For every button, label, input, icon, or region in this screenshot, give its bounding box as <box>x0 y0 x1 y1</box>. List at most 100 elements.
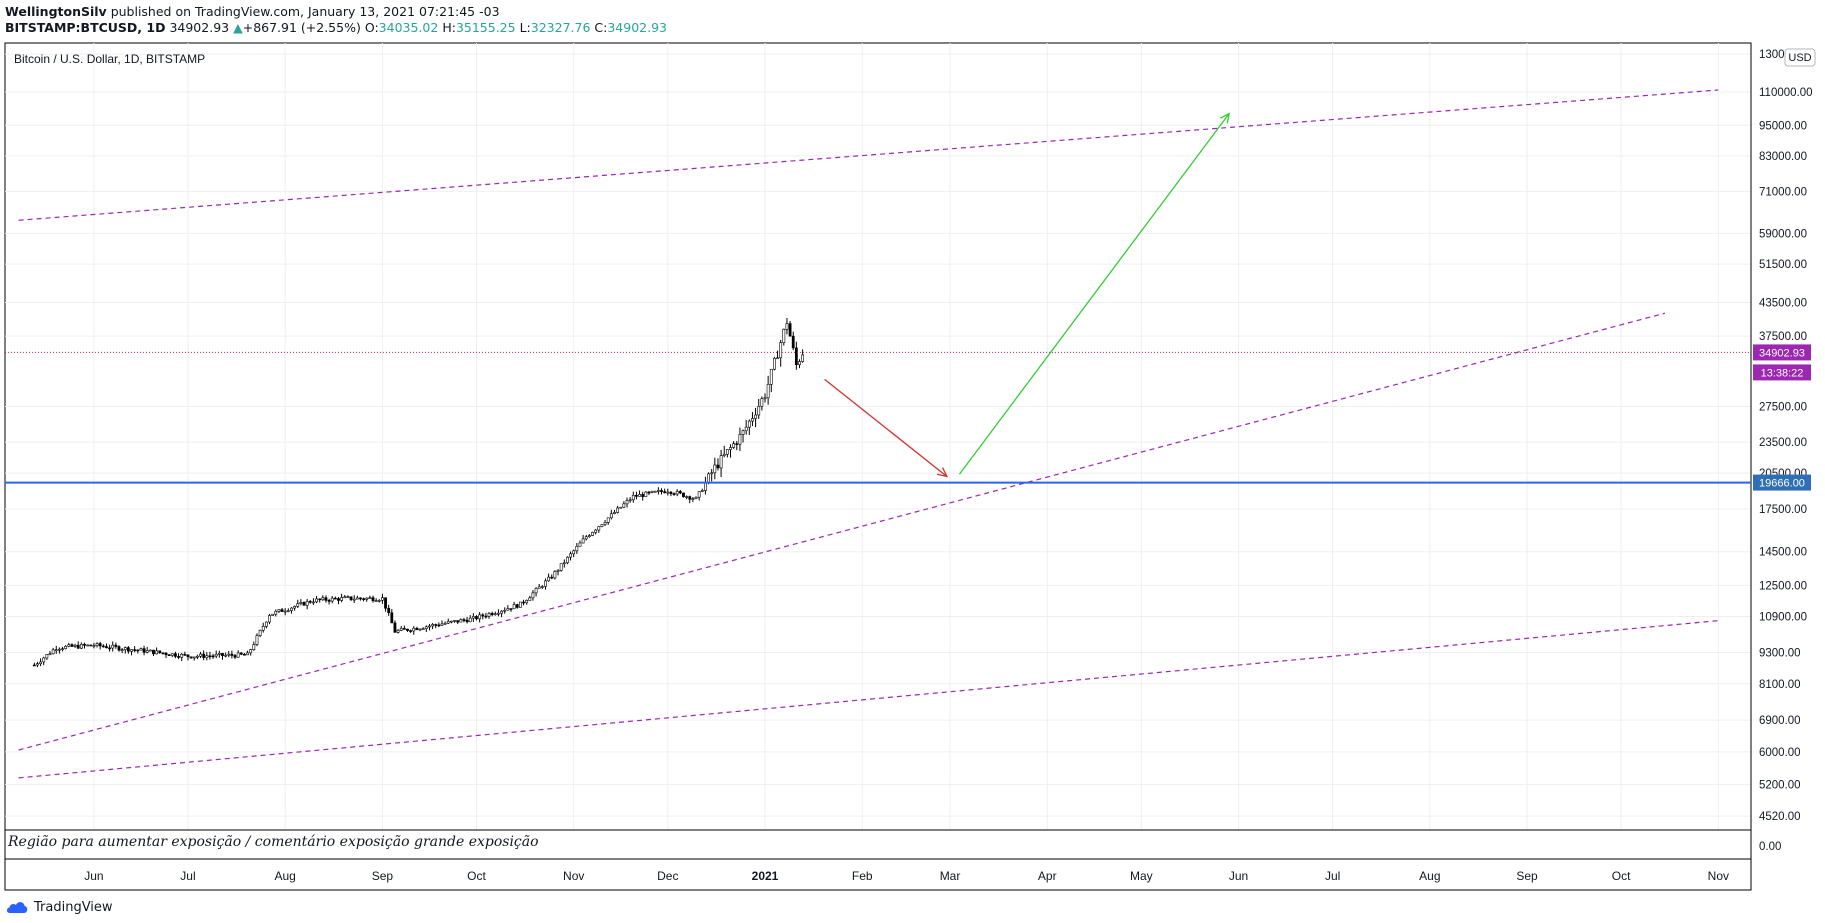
candle-body <box>293 606 297 609</box>
candle-body <box>490 613 494 616</box>
candle-body <box>299 602 303 604</box>
candle-body <box>381 597 384 601</box>
candle-body <box>340 597 344 601</box>
candle-body <box>697 491 701 498</box>
candle-body <box>42 657 46 663</box>
candle-body <box>597 526 601 531</box>
x-tick-label: 2021 <box>752 869 779 883</box>
candle-body <box>465 619 469 623</box>
candle-body <box>443 622 447 625</box>
candle-body <box>249 649 253 654</box>
y-tick-label: 43500.00 <box>1759 297 1807 309</box>
candle-body <box>531 592 535 599</box>
time-axis[interactable]: Jun Jul Aug Sep Oct Nov Dec 2021 Feb Mar Apr May Jun… <box>84 869 1729 883</box>
candle-body <box>628 499 632 502</box>
arrows[interactable] <box>824 112 1231 478</box>
candle-body <box>741 430 745 435</box>
candle-body <box>631 494 635 501</box>
candle-body <box>283 610 287 613</box>
candle-body <box>782 329 786 343</box>
y-tick-label: 4520.00 <box>1759 811 1801 823</box>
candle-body <box>101 645 105 648</box>
candle-body <box>368 597 372 600</box>
candle-body <box>108 647 111 650</box>
candle-body <box>575 546 579 552</box>
candle-body <box>794 347 798 365</box>
candle-body <box>710 472 714 475</box>
candle-body <box>478 614 482 620</box>
candle-body <box>130 649 133 652</box>
candle-body <box>148 649 152 652</box>
candle-body <box>258 629 262 637</box>
candle-body <box>675 491 679 495</box>
candle-body <box>302 602 306 606</box>
author-name[interactable]: WellingtonSilv <box>5 4 107 19</box>
candle-body <box>145 650 149 653</box>
candle-body <box>694 496 698 499</box>
candle-body <box>45 654 49 659</box>
candle-body <box>663 491 667 494</box>
support-level[interactable] <box>5 351 1751 484</box>
candle-body <box>421 628 425 630</box>
candle-body <box>305 601 309 606</box>
candle-body <box>700 490 704 492</box>
candle-body <box>650 490 654 493</box>
up-arrow-shaft[interactable] <box>958 113 1230 475</box>
down-arrow-shaft[interactable] <box>824 378 948 478</box>
price-axis[interactable]: 130000.00110000.0095000.0083000.0071000.… <box>1759 48 1816 853</box>
price-change: +867.91 (+2.55%) <box>242 20 361 35</box>
candle-body <box>619 506 623 509</box>
candle-body <box>199 653 202 657</box>
candle-body <box>428 625 431 628</box>
down-arrow-head <box>936 467 949 478</box>
candle-body <box>550 576 554 579</box>
candle-body <box>286 610 290 612</box>
candle-body <box>277 609 281 612</box>
candle-body <box>390 612 394 624</box>
candle-body <box>308 601 312 603</box>
candle-body <box>562 562 566 565</box>
lower-channel-line[interactable] <box>18 620 1719 779</box>
middle-channel-line[interactable] <box>18 312 1666 751</box>
y-tick-label: 37500.00 <box>1759 331 1807 343</box>
candle-body <box>64 645 68 649</box>
candle-body <box>656 490 660 492</box>
candle-body <box>352 598 356 601</box>
close-label: C: <box>594 20 608 35</box>
candle-body <box>587 535 591 538</box>
last-price-tag-bg <box>1753 344 1811 361</box>
candle-body <box>393 622 397 633</box>
candle-body <box>161 652 165 655</box>
trend-lines[interactable] <box>18 89 1719 779</box>
candle-body <box>522 601 525 604</box>
candle-body <box>180 654 184 658</box>
x-tick-label: Jul <box>180 869 195 883</box>
candle-body <box>152 649 155 655</box>
candle-body <box>261 626 265 631</box>
candle-body <box>801 354 805 362</box>
candle-body <box>509 608 513 610</box>
cloud-icon <box>6 902 28 913</box>
candle-body <box>518 601 522 608</box>
open-value: 34035.02 <box>378 20 439 35</box>
candle-body <box>459 619 463 623</box>
currency-badge[interactable]: USD <box>1784 48 1816 67</box>
publish-info: WellingtonSilv published on TradingView.… <box>5 4 500 19</box>
candle-body <box>111 644 115 649</box>
up-arrow-head <box>1219 112 1231 124</box>
candle-body <box>230 653 234 656</box>
x-tick-label: Mar <box>940 869 961 883</box>
candle-body <box>760 398 764 407</box>
candle-body <box>738 434 742 445</box>
y-tick-label: 6000.00 <box>1759 747 1801 759</box>
brand-name: TradingView <box>34 899 113 915</box>
tradingview-logo[interactable]: TradingView <box>5 899 113 915</box>
candle-body <box>722 453 726 456</box>
candle-body <box>174 653 177 657</box>
candles <box>32 318 805 668</box>
level-price-tag-bg <box>1753 474 1811 491</box>
candle-body <box>766 384 770 399</box>
candle-body <box>95 643 99 646</box>
high-value: 35155.25 <box>455 20 516 35</box>
